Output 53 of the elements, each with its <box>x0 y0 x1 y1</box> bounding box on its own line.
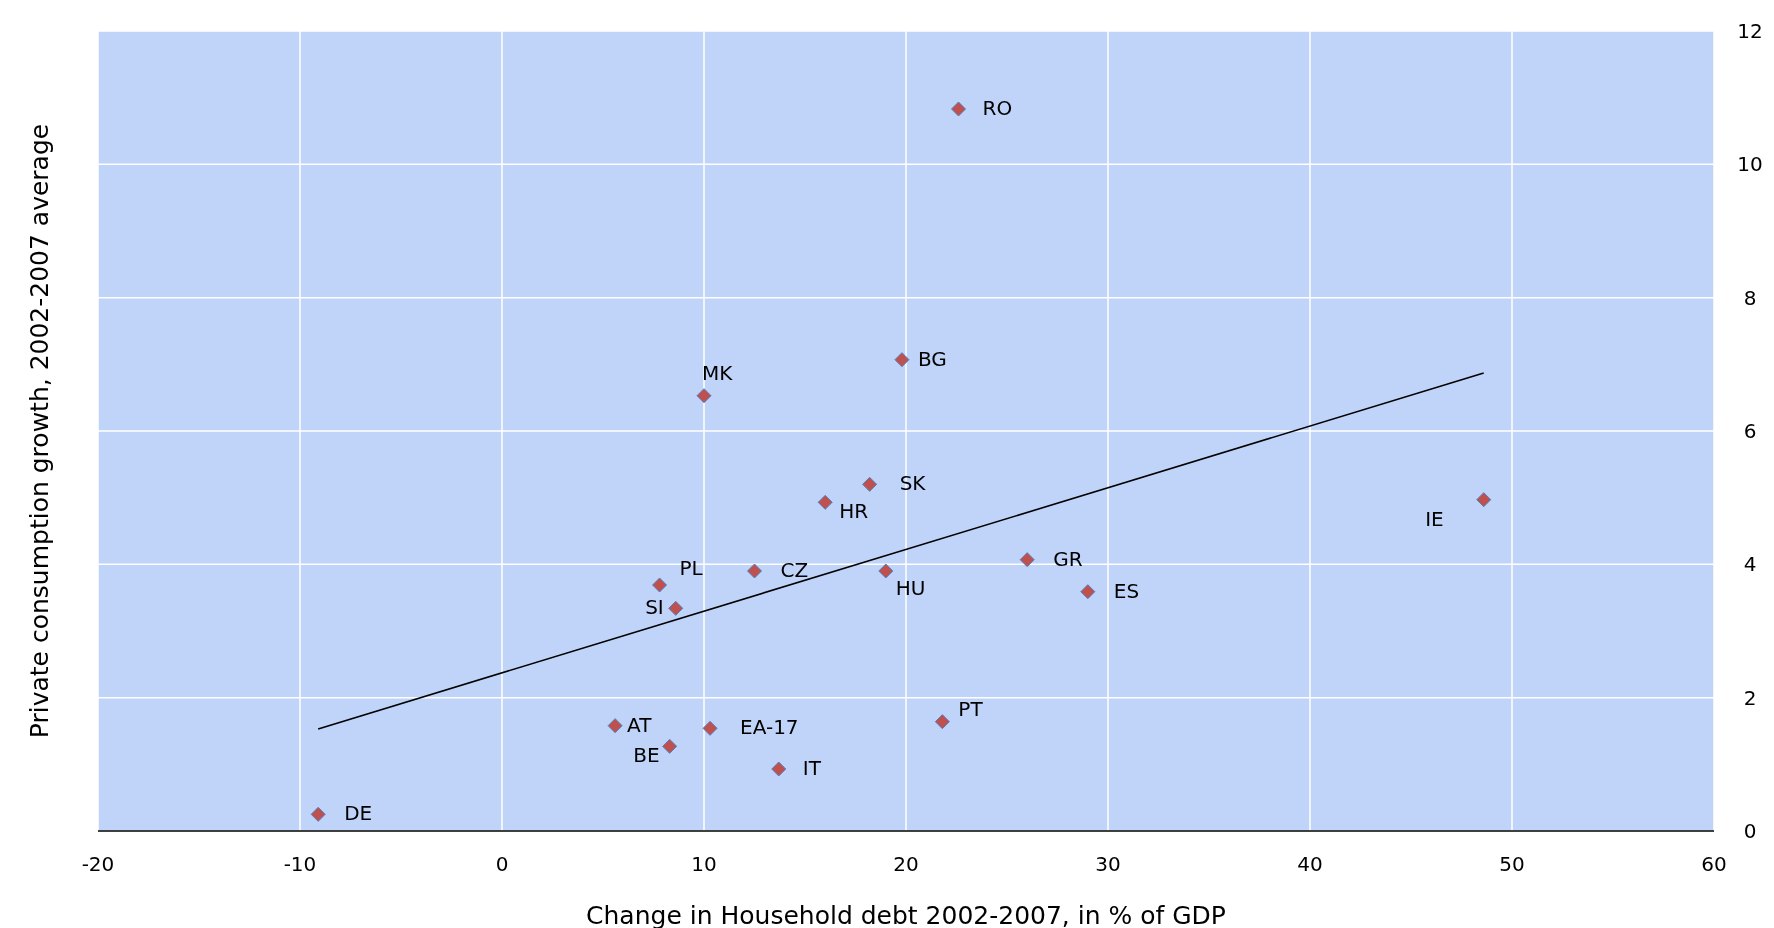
series-label: HR <box>839 499 869 524</box>
point <box>1476 492 1492 508</box>
y-tick-label: 4 <box>1743 552 1757 577</box>
point <box>1019 552 1035 568</box>
series-label: DE <box>344 801 373 826</box>
y-tick-label: 8 <box>1743 285 1757 310</box>
point <box>607 718 623 734</box>
point <box>771 761 787 777</box>
series-label: BG <box>917 346 947 371</box>
series-label: IT <box>802 756 822 780</box>
x-tick-label: 20 <box>893 852 919 876</box>
point <box>894 352 910 368</box>
x-tick-label: 30 <box>1095 852 1121 876</box>
x-tick-label: 60 <box>1701 852 1727 876</box>
y-tick-label: 6 <box>1743 419 1757 443</box>
x-tick-label: -10 <box>283 852 317 876</box>
point <box>702 720 718 736</box>
x-tick-label: 40 <box>1297 852 1323 876</box>
series-label: GR <box>1053 546 1083 571</box>
point <box>878 563 894 579</box>
series-label: IE <box>1425 506 1444 531</box>
series-label: RO <box>982 96 1013 120</box>
point <box>862 476 878 492</box>
point <box>747 563 762 579</box>
series-label: PT <box>958 696 984 721</box>
point <box>1080 584 1096 600</box>
y-axis-title: Private consumption growth, 2002-2007 average <box>25 123 54 739</box>
point <box>652 577 668 593</box>
point <box>817 494 833 510</box>
x-tick-label: 0 <box>495 852 509 876</box>
x-tick-label: -20 <box>81 852 115 876</box>
point <box>951 101 967 117</box>
series-label: ES <box>1113 578 1140 603</box>
y-tick-label: 10 <box>1737 152 1763 177</box>
point <box>310 806 326 822</box>
point <box>696 388 712 404</box>
series-label: HU <box>895 576 926 600</box>
series-label: AT <box>627 712 653 737</box>
series-label: CZ <box>780 558 809 582</box>
series-label: EA-17 <box>740 715 799 740</box>
series-label: PL <box>679 556 704 580</box>
y-tick-label: 0 <box>1743 819 1757 843</box>
x-tick-label: 10 <box>691 852 717 876</box>
point <box>668 600 684 616</box>
x-tick-label: 50 <box>1499 852 1525 876</box>
series-label: SI <box>645 595 664 620</box>
y-tick-label: 2 <box>1743 685 1757 710</box>
y-tick-label: 12 <box>1737 19 1763 43</box>
point <box>662 738 678 754</box>
series-label: MK <box>702 360 734 385</box>
series-label: SK <box>899 471 927 496</box>
point <box>934 714 950 730</box>
series-label: BE <box>633 743 660 768</box>
